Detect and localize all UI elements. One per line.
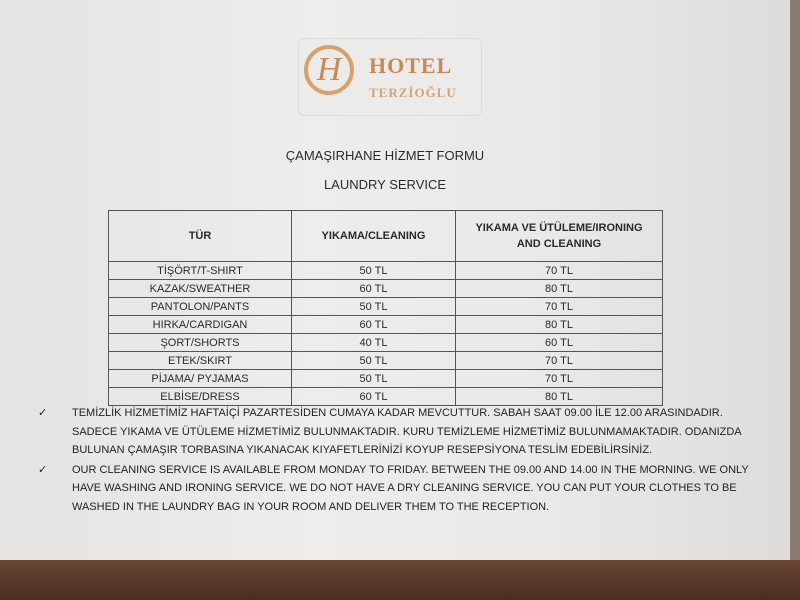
- cleaning-price: 50 TL: [291, 297, 456, 316]
- item-type: ETEK/SKIRT: [108, 351, 292, 370]
- cleaning-price: 50 TL: [291, 369, 456, 388]
- ironing-cleaning-price: 80 TL: [455, 387, 663, 406]
- table-row: ETEK/SKIRT 50 TL 70 TL: [108, 351, 663, 370]
- ironing-cleaning-price: 70 TL: [455, 297, 663, 316]
- table-row: TİŞÖRT/T-SHIRT 50 TL 70 TL: [108, 261, 663, 280]
- header-ironing-cleaning: YIKAMA VE ÜTÜLEME/IRONING AND CLEANING: [455, 210, 663, 262]
- checkmark-icon: ✓: [38, 407, 48, 419]
- note-item: ✓ OUR CLEANING SERVICE IS AVAILABLE FROM …: [38, 461, 758, 517]
- cleaning-price: 50 TL: [291, 261, 456, 280]
- item-type: HIRKA/CARDIGAN: [108, 315, 292, 334]
- ironing-cleaning-price: 60 TL: [455, 333, 663, 352]
- logo-title: HOTEL: [369, 53, 453, 78]
- logo-subtitle: TERZİOĞLU: [369, 85, 457, 100]
- checkmark-icon: ✓: [38, 463, 48, 476]
- table-row: KAZAK/SWEATHER 60 TL 80 TL: [108, 279, 663, 298]
- hotel-logo: H HOTEL TERZİOĞLU: [298, 38, 482, 116]
- table-row: HIRKA/CARDIGAN 60 TL 80 TL: [108, 315, 663, 334]
- table-row: PANTOLON/PANTS 50 TL 70 TL: [108, 297, 663, 316]
- table-row: PİJAMA/ PYJAMAS 50 TL 70 TL: [108, 369, 663, 388]
- note-text: TEMİZLİK HİZMETİMİZ HAFTAİÇİ PAZARTESİDE…: [72, 407, 742, 456]
- cleaning-price: 60 TL: [291, 387, 456, 406]
- table-row: ELBİSE/DRESS 60 TL 80 TL: [108, 387, 663, 406]
- wooden-surface: [0, 560, 800, 600]
- table-header-row: TÜR YIKAMA/CLEANING YIKAMA VE ÜTÜLEME/IR…: [108, 210, 663, 262]
- item-type: PANTOLON/PANTS: [108, 297, 292, 316]
- item-type: PİJAMA/ PYJAMAS: [108, 369, 292, 388]
- form-title-turkish: ÇAMAŞIRHANE HİZMET FORMU: [285, 148, 485, 163]
- cleaning-price: 40 TL: [291, 333, 456, 352]
- ironing-cleaning-price: 80 TL: [455, 315, 663, 334]
- item-type: ŞORT/SHORTS: [108, 333, 292, 352]
- note-item: ✓ TEMİZLİK HİZMETİMİZ HAFTAİÇİ PAZARTESİD…: [38, 404, 758, 460]
- item-type: TİŞÖRT/T-SHIRT: [108, 261, 292, 280]
- background-edge: [790, 0, 800, 560]
- notes-list: ✓ TEMİZLİK HİZMETİMİZ HAFTAİÇİ PAZARTESİD…: [38, 404, 758, 517]
- cleaning-price: 50 TL: [291, 351, 456, 370]
- note-text: OUR CLEANING SERVICE IS AVAILABLE FROM M…: [72, 463, 749, 513]
- table-row: ŞORT/SHORTS 40 TL 60 TL: [108, 333, 663, 352]
- header-type: TÜR: [108, 210, 292, 262]
- header-cleaning: YIKAMA/CLEANING: [291, 210, 456, 262]
- laundry-form-paper: H HOTEL TERZİOĞLU ÇAMAŞIRHANE HİZMET FOR…: [0, 0, 790, 560]
- cleaning-price: 60 TL: [291, 315, 456, 334]
- price-table: TÜR YIKAMA/CLEANING YIKAMA VE ÜTÜLEME/IR…: [108, 210, 663, 406]
- cleaning-price: 60 TL: [291, 279, 456, 298]
- ironing-cleaning-price: 80 TL: [455, 279, 663, 298]
- ironing-cleaning-price: 70 TL: [455, 261, 663, 280]
- item-type: KAZAK/SWEATHER: [108, 279, 292, 298]
- ironing-cleaning-price: 70 TL: [455, 351, 663, 370]
- item-type: ELBİSE/DRESS: [108, 387, 292, 406]
- ironing-cleaning-price: 70 TL: [455, 369, 663, 388]
- logo-emblem-icon: H: [304, 45, 354, 95]
- form-title-english: LAUNDRY SERVICE: [323, 177, 447, 192]
